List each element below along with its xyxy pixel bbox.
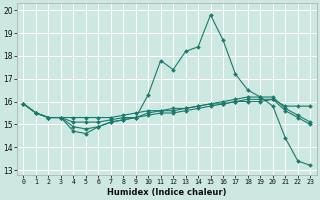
X-axis label: Humidex (Indice chaleur): Humidex (Indice chaleur) [107, 188, 227, 197]
